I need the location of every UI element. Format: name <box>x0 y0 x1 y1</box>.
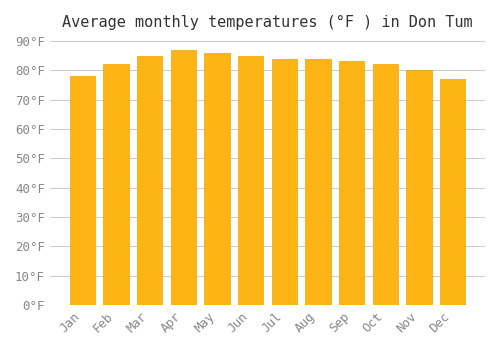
Bar <box>238 56 263 305</box>
Bar <box>204 52 230 305</box>
Bar <box>104 64 128 305</box>
Bar <box>440 79 465 305</box>
Bar <box>406 70 432 305</box>
Bar <box>70 76 95 305</box>
Bar <box>372 64 398 305</box>
Bar <box>170 50 196 305</box>
Bar <box>306 58 330 305</box>
Bar <box>339 62 364 305</box>
Title: Average monthly temperatures (°F ) in Don Tum: Average monthly temperatures (°F ) in Do… <box>62 15 472 30</box>
Bar <box>272 58 297 305</box>
Bar <box>137 56 162 305</box>
